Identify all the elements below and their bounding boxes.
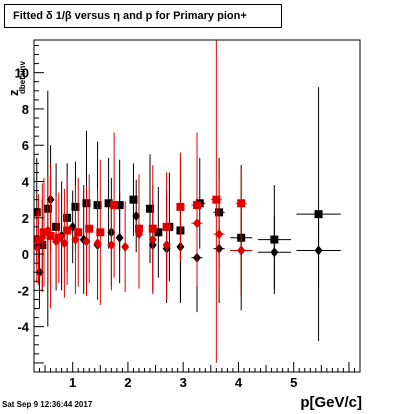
data-layer (34, 40, 341, 363)
data-point-diamond (193, 218, 201, 229)
data-point-square (54, 233, 63, 242)
data-point-diamond (148, 234, 157, 245)
y-tick-label: 4 (22, 175, 30, 190)
data-point-diamond (43, 225, 52, 236)
data-point-square (85, 224, 94, 233)
x-tick-label: 5 (290, 375, 297, 390)
data-point-square (237, 199, 246, 208)
chart-title: Fitted δ 1/β versus η and p for Primary … (4, 4, 282, 28)
data-point-square (34, 208, 41, 217)
data-point-square (34, 235, 43, 244)
series-3 (34, 159, 253, 300)
data-point-square (104, 199, 113, 208)
data-point-square (63, 226, 72, 235)
data-point-diamond (162, 240, 171, 251)
data-point-diamond (132, 210, 141, 221)
data-point-square (129, 195, 138, 204)
y-tick-label: 2 (22, 211, 29, 226)
y-axis-label: z dbetainv (4, 60, 30, 120)
data-point-square (176, 202, 185, 211)
data-point-diamond (134, 229, 143, 240)
series-0 (34, 87, 341, 342)
x-tick-label: 1 (69, 375, 76, 390)
series-2 (34, 40, 247, 363)
axes-frame: 1 2 3 4 5 -4 -2 0 2 4 6 8 10 (15, 39, 361, 390)
data-point-diamond (35, 267, 44, 278)
data-point-diamond (82, 236, 91, 247)
data-point-square (74, 228, 83, 237)
data-point-square (96, 228, 105, 237)
data-point-diamond (60, 238, 69, 249)
y-axis-label-subscript: dbetainv (18, 61, 27, 94)
data-point-diamond (270, 247, 279, 258)
plot-frame (33, 39, 361, 373)
y-tick-label: 0 (22, 247, 29, 262)
x-tick-label: 3 (180, 375, 187, 390)
y-tick-label: -2 (17, 283, 29, 298)
data-point-diamond (215, 229, 224, 240)
x-axis-label: p[GeV/c] (300, 394, 362, 411)
y-tick-label: 10 (15, 66, 29, 81)
data-point-square (39, 228, 48, 237)
data-point-diamond (115, 232, 124, 243)
data-point-square (212, 195, 221, 204)
x-tick-label: 2 (124, 375, 131, 390)
x-tick-label: 4 (235, 375, 243, 390)
data-point-diamond (237, 245, 246, 256)
data-point-diamond (34, 241, 41, 252)
data-point-square (46, 231, 55, 240)
data-point-diamond (314, 245, 323, 256)
data-point-square (110, 201, 119, 210)
data-point-square (154, 228, 163, 237)
y-tick-label: 6 (22, 138, 29, 153)
data-point-diamond (71, 234, 80, 245)
data-point-diamond (107, 240, 116, 251)
y-tick-label: -4 (17, 320, 29, 335)
data-point-square (146, 204, 155, 213)
data-point-diamond (38, 232, 47, 243)
data-point-diamond (52, 236, 61, 247)
data-point-diamond (93, 238, 102, 249)
timestamp-footer: Sat Sep 9 12:36:44 2017 (2, 400, 93, 409)
data-point-diamond (121, 241, 130, 252)
y-tick-label: 8 (22, 102, 29, 117)
